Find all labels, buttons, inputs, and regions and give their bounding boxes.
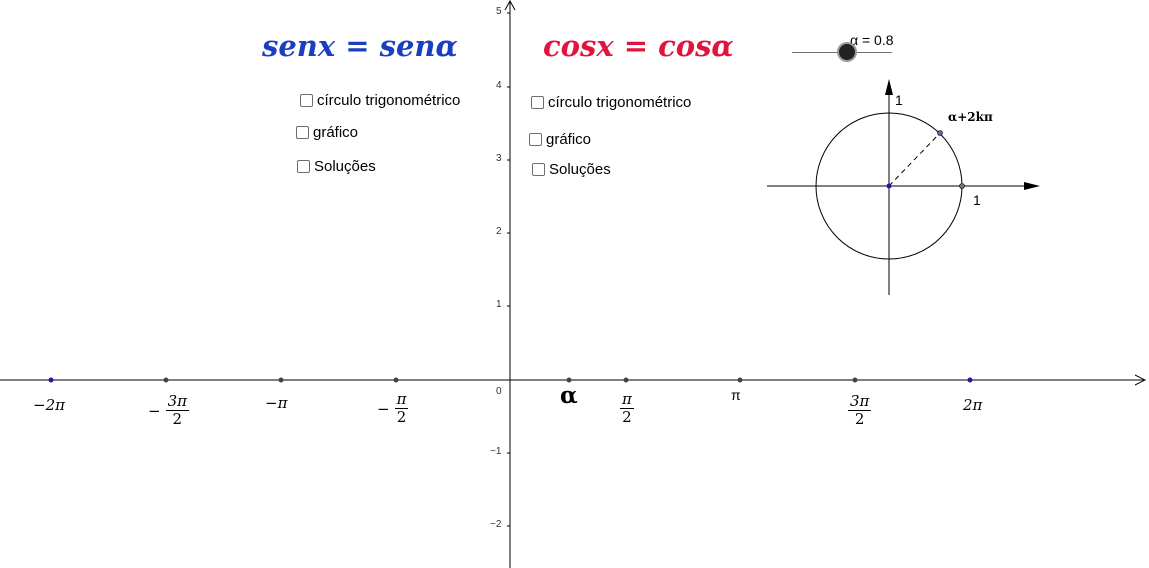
checkbox-icon[interactable] [296, 126, 309, 139]
point-pi[interactable] [737, 377, 743, 383]
sin-solutions-checkbox[interactable]: Soluções [297, 158, 376, 175]
x-label-three-pi-half: 3π 2 [848, 392, 872, 428]
y-tick-label: 3 [496, 153, 502, 164]
x-label-two-pi: 2π [963, 396, 983, 414]
checkbox-label: gráfico [546, 131, 592, 148]
checkbox-label: gráfico [313, 124, 359, 141]
fraction-denominator: 2 [622, 408, 632, 426]
y-tick-label: 4 [496, 80, 502, 91]
cos-equation: cosx = cosα [543, 29, 734, 63]
checkbox-icon[interactable] [531, 96, 544, 109]
y-tick-label: 0 [496, 386, 502, 397]
x-label-neg-three-pi-half: − 3π 2 [148, 393, 189, 428]
y-tick-label: 5 [496, 6, 502, 17]
point-neg-pi[interactable] [278, 377, 284, 383]
x-axis-arrow [1134, 374, 1147, 386]
y-axis-arrow [504, 0, 516, 11]
checkbox-icon[interactable] [529, 133, 542, 146]
sin-graph-checkbox[interactable]: gráfico [296, 124, 358, 141]
alpha-slider[interactable]: α = 0.8 [792, 30, 894, 64]
slider-knob[interactable] [839, 44, 855, 60]
point-neg-pi-half[interactable] [393, 377, 399, 383]
x-label-neg-two-pi: −2π [33, 396, 65, 414]
circle-one-point [959, 183, 965, 189]
sin-circle-checkbox[interactable]: círculo trigonométrico [300, 92, 460, 109]
checkbox-icon[interactable] [297, 160, 310, 173]
y-tick-label: −2 [490, 519, 502, 530]
sin-equation: senx = senα [262, 29, 458, 63]
cos-circle-checkbox[interactable]: círculo trigonométrico [531, 94, 691, 111]
fraction-numerator: π [394, 390, 409, 409]
fraction-numerator: 3π [848, 392, 872, 411]
cos-solutions-checkbox[interactable]: Soluções [532, 161, 611, 178]
y-axis-ticks [507, 12, 510, 527]
minus-sign: − [148, 401, 161, 420]
point-neg-two-pi[interactable] [48, 377, 54, 383]
checkbox-icon[interactable] [532, 163, 545, 176]
slider-label: α = 0.8 [850, 32, 894, 48]
unit-circle-figure [767, 79, 1040, 295]
x-label-pi: π [731, 387, 741, 403]
y-tick-label: −1 [490, 446, 502, 457]
fraction-denominator: 2 [172, 410, 183, 428]
minus-sign: − [377, 399, 390, 418]
circle-point-label: α+2kπ [948, 110, 993, 124]
y-tick-label: 2 [496, 226, 502, 237]
circle-y-one-label: 1 [895, 92, 903, 108]
circle-y-arrow-icon [885, 79, 893, 95]
point-alpha[interactable] [566, 377, 572, 383]
checkbox-icon[interactable] [300, 94, 313, 107]
checkbox-label: Soluções [549, 161, 611, 178]
point-neg-three-pi-half[interactable] [163, 377, 169, 383]
fraction-denominator: 2 [854, 410, 865, 428]
x-label-neg-pi: −π [265, 394, 288, 412]
cos-graph-checkbox[interactable]: gráfico [529, 131, 591, 148]
point-two-pi[interactable] [967, 377, 973, 383]
checkbox-label: círculo trigonométrico [317, 92, 461, 109]
circle-x-arrow-icon [1024, 182, 1040, 190]
point-three-pi-half[interactable] [852, 377, 858, 383]
circle-alpha-point [937, 130, 943, 136]
alpha-radius [888, 132, 941, 187]
x-label-alpha: α [560, 382, 578, 409]
checkbox-label: círculo trigonométrico [548, 94, 692, 111]
fraction-denominator: 2 [396, 408, 407, 426]
circle-center-point [886, 183, 892, 189]
checkbox-label: Soluções [314, 158, 376, 175]
y-tick-label: 1 [496, 299, 502, 310]
fraction-numerator: π [620, 390, 634, 409]
point-pi-half[interactable] [623, 377, 629, 383]
x-label-neg-pi-half: − π 2 [377, 390, 409, 426]
circle-x-one-label: 1 [973, 192, 981, 208]
fraction-numerator: 3π [165, 392, 189, 411]
x-label-pi-half: π 2 [620, 391, 634, 426]
